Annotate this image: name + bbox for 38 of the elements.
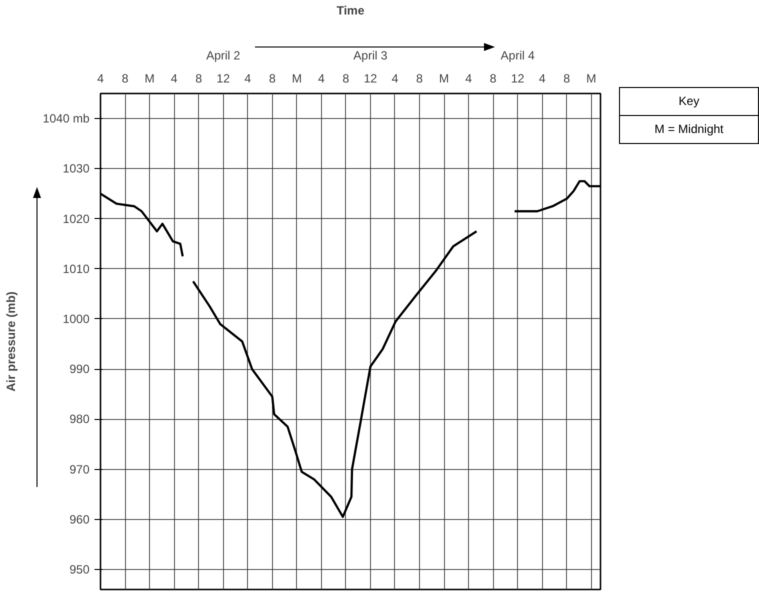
- y-tick-label: 1030: [62, 162, 90, 176]
- x-tick-label: 12: [511, 72, 525, 86]
- x-tick-label: 4: [465, 72, 472, 86]
- x-tick-label: 8: [490, 72, 497, 86]
- y-tick-label: 1040 mb: [42, 112, 90, 126]
- x-tick-label: 4: [538, 72, 546, 86]
- x2-tick-label: April 2: [206, 48, 241, 62]
- y-tick-label: 980: [69, 412, 90, 426]
- y-tick-label: 1020: [62, 212, 90, 226]
- y-tick-label: 970: [69, 462, 90, 476]
- x-tick-label: 4: [318, 72, 326, 86]
- x-tick-label: 12: [364, 72, 378, 86]
- x-tick-label: 4: [97, 72, 104, 86]
- x-tick-label: 8: [563, 72, 570, 86]
- x2-tick-label: April 4: [500, 48, 536, 62]
- x-tick-label: M: [144, 72, 155, 86]
- x-tick-label: M: [292, 72, 302, 86]
- annotation: M = Midnight: [619, 116, 759, 144]
- x-tick-label: 8: [268, 72, 276, 86]
- x-tick-label: M: [586, 72, 596, 86]
- annotation: Key: [619, 87, 759, 116]
- y-tick-label: 1010: [62, 262, 90, 276]
- x-tick-label: 8: [416, 72, 424, 86]
- x-tick-label: 4: [244, 72, 252, 86]
- x-axis-title: Time: [336, 4, 365, 18]
- x-tick-label: 8: [195, 72, 202, 86]
- x-tick-label: 4: [170, 72, 178, 86]
- x-tick-label: M: [439, 72, 450, 86]
- y-tick-label: 1000: [62, 312, 90, 326]
- y-tick-label: 950: [69, 562, 90, 576]
- x-tick-label: 8: [342, 72, 350, 86]
- y-tick-label: 960: [69, 512, 90, 526]
- x-tick-label: 12: [216, 72, 230, 86]
- x-tick-label: 8: [122, 72, 129, 86]
- x-tick-label: 4: [392, 72, 399, 86]
- y-tick-label: 990: [69, 362, 90, 376]
- x2-tick-label: April 3: [353, 48, 388, 62]
- y-axis-title: Air pressure (mb): [4, 291, 18, 392]
